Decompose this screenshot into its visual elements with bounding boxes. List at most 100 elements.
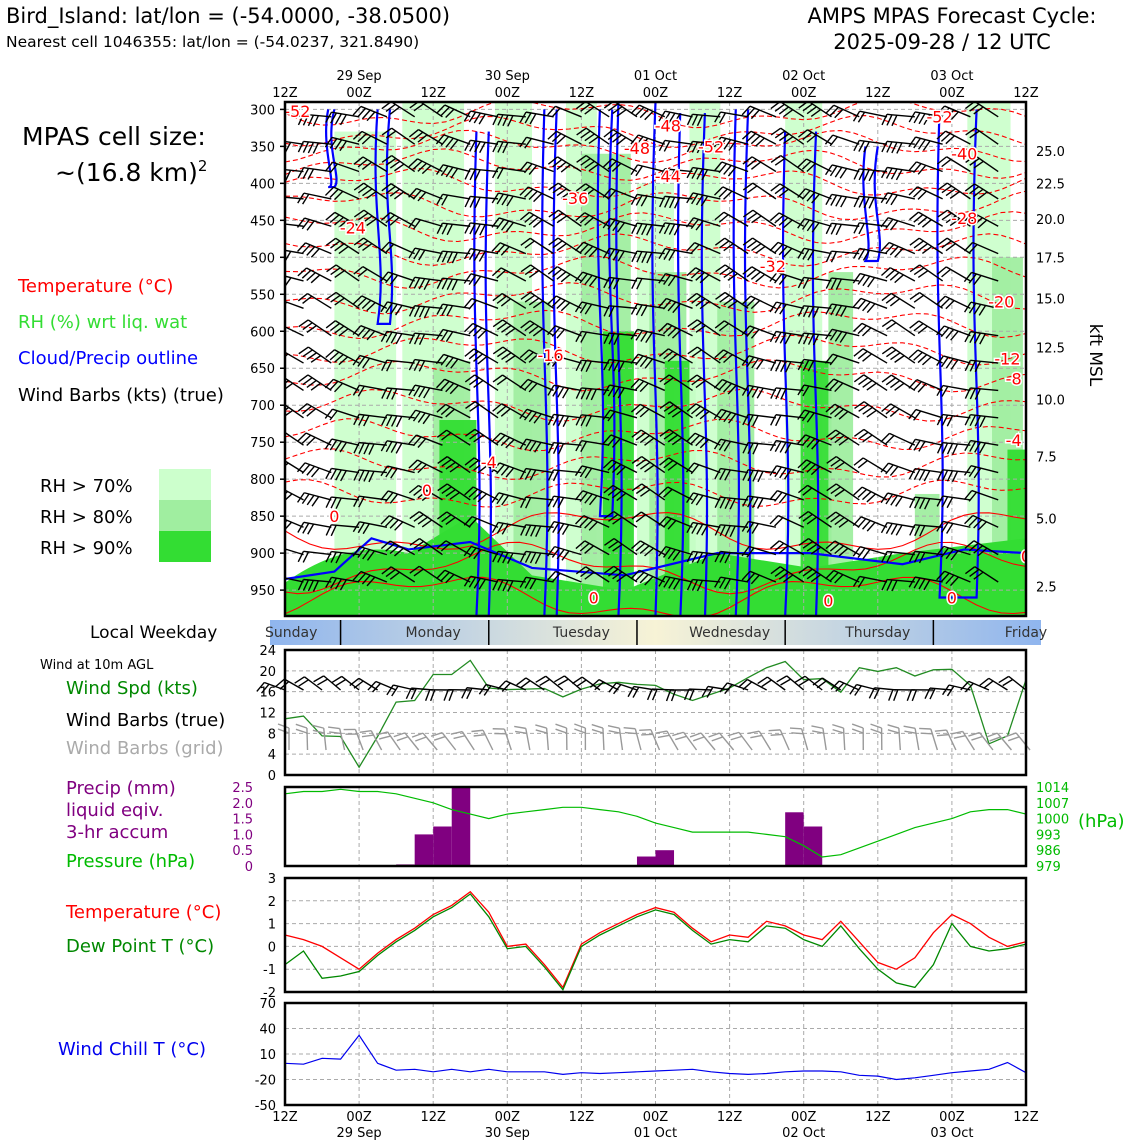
barb-feather [389,545,400,555]
barb-feather [329,439,338,451]
barb-feather [635,486,647,495]
barb-feather [936,295,946,305]
wind-barb [658,516,693,530]
barb-feather [936,442,944,454]
barb-feather [576,679,587,688]
barb-feather [343,728,356,731]
barb-feather [423,278,431,291]
barb-feather [917,164,927,175]
barb-staff [758,730,772,751]
wind-barb-grid [672,731,698,751]
barb-feather [353,266,364,275]
barb-feather [335,678,347,687]
barb-feather [645,332,653,343]
barb-feather [359,729,372,734]
barb-staff [387,731,401,751]
wind-barb-grid [359,729,383,751]
barb-feather [301,493,310,505]
barb-feather [797,332,805,345]
barb-staff [948,684,971,691]
barb-feather [421,492,432,502]
barb-feather [973,160,984,169]
barb-feather [889,380,901,389]
pressure-tick-label: 800 [250,473,275,488]
wind-barb-grid [968,731,994,751]
barb-feather [430,731,443,737]
barb-feather [496,434,506,445]
barb-feather [651,689,658,701]
wind-barb [853,139,888,153]
barb-feather [334,216,344,226]
barb-feather [663,169,671,181]
wind-barb [713,378,749,395]
barb-feather [659,196,666,208]
wind-barb [908,408,943,421]
barb-feather [468,274,477,286]
barb-feather [663,274,671,285]
barb-feather [757,676,768,685]
barb-feather [395,333,403,345]
barb-feather [362,215,373,224]
contour-label: 0 [329,507,339,526]
barb-feather [802,568,813,577]
wind-barb [574,301,610,315]
wind-barb [519,161,554,175]
top-hour-label: 12Z [1013,86,1039,101]
barb-feather [385,441,393,453]
barb-feather [741,546,750,557]
barb-feather [881,319,893,328]
barb-feather [880,242,890,252]
wind-barb [491,432,527,449]
cloud-outline [596,109,616,518]
barb-feather [275,223,280,234]
barb-feather [963,242,974,252]
barb-feather [919,525,926,537]
wind-barb [630,104,666,121]
barb-feather [826,483,837,492]
barb-feather [324,378,334,389]
barb-feather [706,686,714,698]
barb-feather [441,458,452,467]
wind-barb [325,467,360,482]
barb-feather [811,193,820,204]
barb-feather [372,682,381,693]
barb-feather [302,168,310,180]
barb-feather [496,493,505,505]
barb-feather [608,568,619,577]
barb-feather [584,133,595,142]
wind-barb-true [461,687,489,700]
barb-feather [723,139,732,150]
wind-barb [352,521,388,535]
barb-feather [611,463,622,473]
barb-feather [949,111,959,121]
barb-feather [307,580,315,592]
barb-feather [412,189,422,200]
barb-feather [940,107,950,118]
barb-feather [986,732,998,738]
wind-barb [574,271,610,287]
barb-feather [890,168,898,180]
barb-feather [727,731,740,737]
barb-feather [274,324,282,336]
barb-feather [964,414,972,426]
barb-feather [747,442,754,455]
barb-feather [974,441,982,453]
barb-feather [357,268,368,278]
wind-barb [353,156,388,173]
barb-feather [659,457,670,466]
barb-feather [851,723,864,729]
barb-feather [380,515,390,525]
barb-feather [727,272,738,281]
wind-barb [770,359,804,373]
wind-barb [381,566,416,583]
barb-feather [867,277,876,288]
cloud-outline [615,102,659,616]
chill-panel-tick-label: -20 [255,1074,276,1089]
barb-feather [630,378,640,389]
wind-barb [686,578,721,592]
barb-staff [285,348,304,364]
barb-staff [404,732,420,751]
wind-barb [380,490,415,504]
top-hour-label: 00Z [643,86,669,101]
barb-feather [612,386,620,398]
